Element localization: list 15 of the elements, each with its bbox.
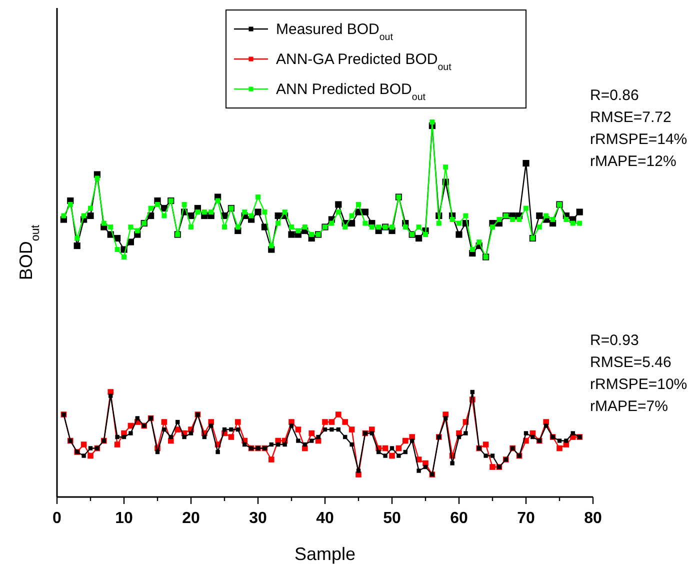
x-tick-label: 30 [249, 510, 267, 527]
x-tick-label: 10 [115, 510, 133, 527]
legend-label: Measured BOD$_{out}$ [276, 21, 394, 42]
annotation: R=0.86 RMSE=7.72 rRMSPE=14% rMAPE=12% [590, 87, 688, 170]
x-tick-label: 80 [584, 510, 602, 527]
x-tick-label: 70 [517, 510, 535, 527]
x-tick-label: 60 [450, 510, 468, 527]
x-tick-label: 20 [182, 510, 200, 527]
legend-label: ANN Predicted BOD$_{out}$ [276, 81, 426, 102]
legend-label: ANN-GA Predicted BOD$_{out}$ [276, 51, 452, 72]
x-axis-title: Sample [294, 544, 356, 564]
annotation: R=0.93 RMSE=5.46 rRMSPE=10% rMAPE=7% [590, 332, 688, 415]
x-tick-label: 40 [316, 510, 334, 527]
x-tick-label: 0 [52, 510, 62, 527]
x-tick-label: 50 [383, 510, 401, 527]
